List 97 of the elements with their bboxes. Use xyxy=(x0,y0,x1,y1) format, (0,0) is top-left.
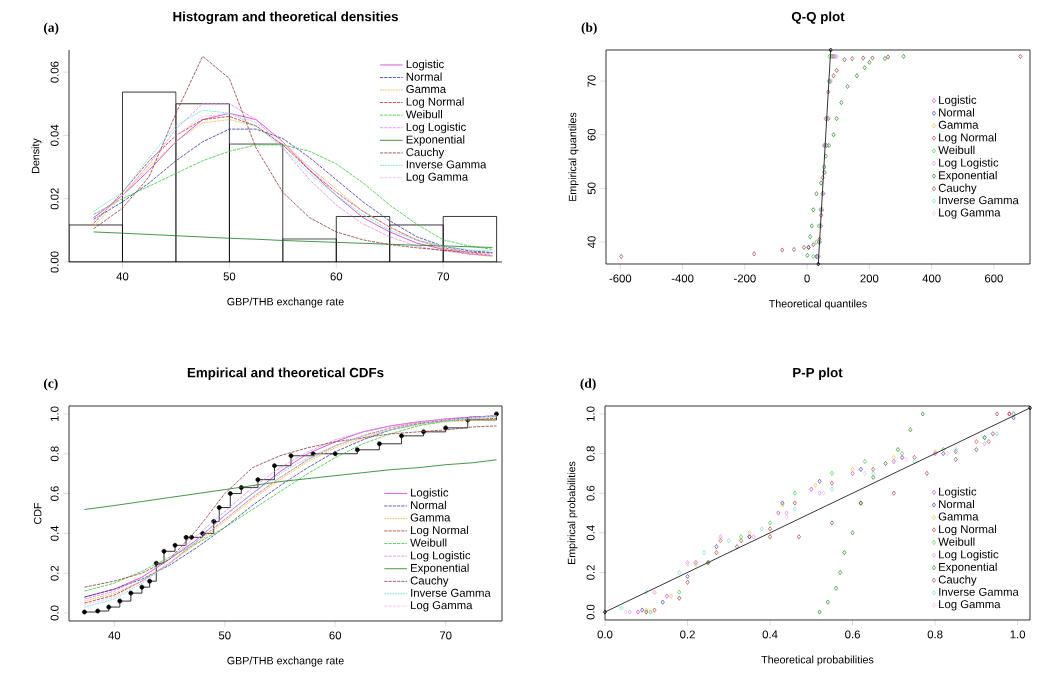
text: (c) xyxy=(43,378,58,391)
legend-label: Weibull xyxy=(410,538,447,547)
y-tick-label: 50 xyxy=(587,182,596,195)
chart-title: Q-Q plot xyxy=(791,11,845,24)
legend-label: Inverse Gamma xyxy=(411,588,491,597)
y-tick-label: 40 xyxy=(587,236,596,249)
y-tick-label: 0.02 xyxy=(50,188,59,210)
y-tick-label: 1.0 xyxy=(50,406,59,421)
x-tick-label: 0.4 xyxy=(762,630,778,639)
legend-label: Log Gamma xyxy=(939,600,1001,611)
y-tick-label: 0.6 xyxy=(586,485,595,501)
y-axis-title: Empirical probabilities xyxy=(567,461,578,564)
x-tick-label: 0.0 xyxy=(597,630,613,639)
legend-label: Cauchy xyxy=(410,576,449,587)
legend-label: Normal xyxy=(939,108,974,117)
text: (d) xyxy=(580,378,596,391)
x-axis-title: Theoretical quantiles xyxy=(769,299,867,310)
legend-label: Cauchy xyxy=(406,147,445,159)
x-tick-label: 40 xyxy=(116,272,129,281)
y-tick-label: 0.0 xyxy=(586,604,595,620)
legend-label: Cauchy xyxy=(938,575,977,586)
legend-label: Log Normal xyxy=(939,524,996,536)
legend-label: Logistic xyxy=(939,487,977,498)
legend-label: Log Normal xyxy=(411,525,468,537)
x-tick-label: 60 xyxy=(329,631,342,640)
x-tick-label: -200 xyxy=(734,274,756,283)
legend-label: Inverse Gamma xyxy=(939,196,1019,205)
legend-label: Normal xyxy=(939,499,974,509)
text: (a) xyxy=(43,22,59,35)
text: (b) xyxy=(581,22,597,35)
y-tick-label: 0.0 xyxy=(50,605,59,621)
legend-label: Gamma xyxy=(410,513,451,522)
legend-label: Log Logistic xyxy=(406,122,466,134)
y-tick-label: 0.8 xyxy=(50,446,59,462)
legend-label: Gamma xyxy=(938,512,979,521)
chart-title: Histogram and theoretical densities xyxy=(173,11,398,24)
x-axis-title: GBP/THB exchange rate xyxy=(227,297,344,308)
legend-label: Log Gamma xyxy=(406,172,469,184)
y-axis-title: Empirical quantiles xyxy=(568,112,579,201)
legend-label: Gamma xyxy=(406,85,447,94)
y-tick-label: 1.0 xyxy=(586,406,595,421)
chart-title: Empirical and theoretical CDFs xyxy=(187,367,384,380)
y-tick-label: 0.6 xyxy=(50,486,59,502)
x-tick-label: 60 xyxy=(330,272,343,281)
x-tick-label: 600 xyxy=(985,274,1003,283)
legend-label: Logistic xyxy=(939,95,977,107)
x-tick-label: -400 xyxy=(671,274,694,283)
y-tick-label: 0.00 xyxy=(50,251,59,273)
legend-label: Exponential xyxy=(406,135,465,146)
x-tick-label: 50 xyxy=(223,272,236,281)
y-tick-label: 0.4 xyxy=(586,525,595,541)
legend-label: Exponential xyxy=(939,170,997,182)
y-axis-title: Density xyxy=(31,138,42,173)
legend-label: Logistic xyxy=(406,59,444,71)
y-tick-label: 60 xyxy=(587,128,596,141)
legend-label: Log Normal xyxy=(939,133,996,144)
legend-label: Logistic xyxy=(411,488,449,499)
x-tick-label: 40 xyxy=(108,631,121,640)
legend-label: Normal xyxy=(406,72,442,81)
chart-title: P-P plot xyxy=(793,367,843,380)
x-tick-label: 200 xyxy=(860,274,879,283)
y-tick-label: 0.8 xyxy=(586,446,595,461)
x-axis-title: Theoretical probabilities xyxy=(761,655,874,666)
legend-label: Log Gamma xyxy=(411,601,473,612)
legend-label: Weibull xyxy=(938,537,975,546)
legend-label: Cauchy xyxy=(938,183,977,195)
y-tick-label: 0.2 xyxy=(50,565,59,581)
x-tick-label: 1.0 xyxy=(1010,630,1026,639)
legend-label: Exponential xyxy=(411,563,469,575)
legend-label: Log Logistic xyxy=(939,158,999,169)
y-tick-label: 70 xyxy=(587,75,596,87)
y-tick-label: 0.06 xyxy=(50,61,59,83)
x-tick-label: 50 xyxy=(218,631,231,640)
y-tick-label: 0.04 xyxy=(50,124,59,147)
legend-label: Log Gamma xyxy=(939,208,1001,219)
legend-label: Exponential xyxy=(939,562,997,574)
legend-label: Gamma xyxy=(938,120,979,129)
legend-label: Log Logistic xyxy=(411,551,471,562)
legend-label: Normal xyxy=(411,500,446,510)
y-tick-label: 0.2 xyxy=(586,565,595,580)
x-tick-label: 400 xyxy=(922,274,941,283)
x-tick-label: 0 xyxy=(804,274,810,283)
legend-label: Log Logistic xyxy=(939,550,999,561)
y-tick-label: 0.4 xyxy=(50,525,59,541)
x-tick-label: 0.6 xyxy=(845,630,860,639)
legend-label: Weibull xyxy=(405,109,442,119)
legend-label: Inverse Gamma xyxy=(406,160,487,169)
x-tick-label: 70 xyxy=(437,272,450,281)
legend-label: Weibull xyxy=(938,145,975,155)
legend-label: Inverse Gamma xyxy=(939,587,1019,596)
x-tick-label: 0.8 xyxy=(927,630,943,639)
x-axis-title: GBP/THB exchange rate xyxy=(227,656,344,667)
x-tick-label: 0.2 xyxy=(680,630,695,639)
legend-label: Log Normal xyxy=(406,97,464,108)
y-axis-title: CDF xyxy=(33,502,42,524)
x-tick-label: -600 xyxy=(609,274,632,283)
x-tick-label: 70 xyxy=(439,631,452,640)
